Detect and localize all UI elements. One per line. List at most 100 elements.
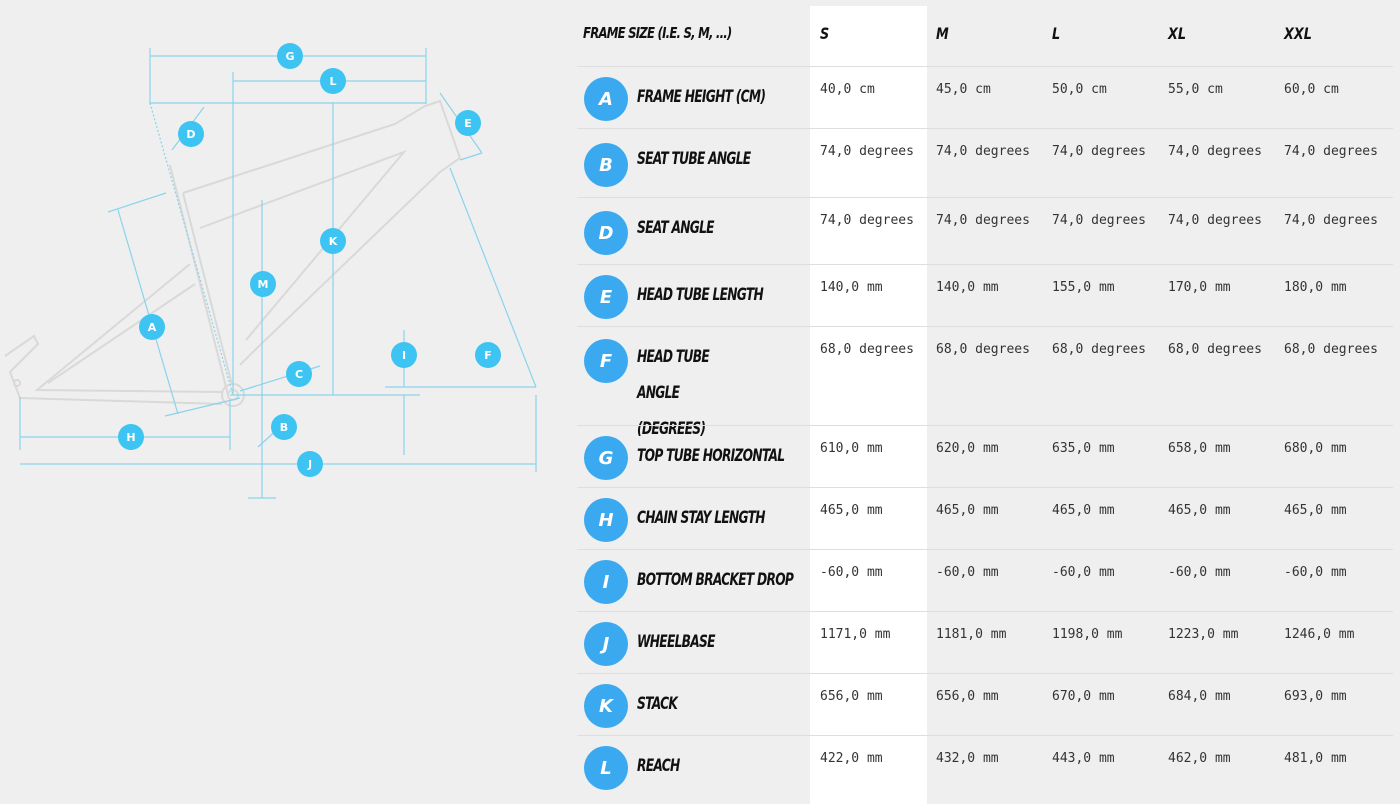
bike-geometry-diagram: G L D E K M A C I F B H J [4, 43, 537, 499]
cell-s: 140,0 mm [820, 280, 883, 295]
cell-s: 656,0 mm [820, 689, 883, 704]
cell-l: 443,0 mm [1052, 751, 1115, 766]
cell-l: 1198,0 mm [1052, 627, 1123, 642]
row-letter-badge: J [584, 622, 628, 666]
cell-l: 74,0 degrees [1052, 213, 1146, 228]
cell-xl: 1223,0 mm [1168, 627, 1239, 642]
cell-s: 68,0 degrees [820, 342, 914, 357]
cell-l: 68,0 degrees [1052, 342, 1146, 357]
cell-s: 465,0 mm [820, 503, 883, 518]
cell-xxl: 68,0 degrees [1284, 342, 1378, 357]
diagram-marker-label: L [329, 75, 336, 88]
cell-s: 74,0 degrees [820, 144, 914, 159]
row-letter-badge: H [584, 498, 628, 542]
size-header-s: S [820, 0, 920, 66]
diagram-marker-e: E [455, 110, 481, 136]
cell-xxl: 680,0 mm [1284, 441, 1347, 456]
table-row: E HEAD TUBE LENGTH 140,0 mm 140,0 mm 155,0 m… [577, 264, 1393, 327]
cell-xl: 74,0 degrees [1168, 213, 1262, 228]
size-header-l: L [1052, 0, 1152, 66]
cell-xxl: 693,0 mm [1284, 689, 1347, 704]
size-s-column-highlight [810, 6, 927, 804]
cell-xl: 658,0 mm [1168, 441, 1231, 456]
diagram-marker-g: G [277, 43, 303, 69]
diagram-marker-label: B [280, 421, 288, 434]
cell-s: 74,0 degrees [820, 213, 914, 228]
cell-xl: 684,0 mm [1168, 689, 1231, 704]
table-row: D SEAT ANGLE 74,0 degrees 74,0 degrees 74,0 … [577, 197, 1393, 265]
diagram-marker-l: L [320, 68, 346, 94]
row-label: HEAD TUBE ANGLE (DEGREES) [637, 347, 710, 439]
diagram-marker-b: B [271, 414, 297, 440]
cell-l: 74,0 degrees [1052, 144, 1146, 159]
row-label: STACK [637, 694, 678, 714]
cell-xxl: -60,0 mm [1284, 565, 1347, 580]
table-header-cell: FRAME SIZE (I.E. S, M, ...) [583, 0, 803, 66]
cell-xl: 465,0 mm [1168, 503, 1231, 518]
cell-xl: 55,0 cm [1168, 82, 1223, 97]
row-letter-badge: I [584, 560, 628, 604]
row-letter-badge: E [584, 275, 628, 319]
cell-m: 465,0 mm [936, 503, 999, 518]
table-row: J WHEELBASE 1171,0 mm 1181,0 mm 1198,0 mm 122… [577, 611, 1393, 674]
table-row: K STACK 656,0 mm 656,0 mm 670,0 mm 684,0 mm 69… [577, 673, 1393, 736]
size-header-xl: XL [1168, 0, 1268, 66]
table-row: H CHAIN STAY LENGTH 465,0 mm 465,0 mm 465,0 … [577, 487, 1393, 550]
diagram-marker-label: A [148, 321, 157, 334]
cell-s: -60,0 mm [820, 565, 883, 580]
cell-xl: 462,0 mm [1168, 751, 1231, 766]
row-letter-badge: A [584, 77, 628, 121]
diagram-marker-label: C [295, 368, 303, 381]
cell-m: 620,0 mm [936, 441, 999, 456]
cell-l: -60,0 mm [1052, 565, 1115, 580]
row-label: SEAT TUBE ANGLE [637, 149, 751, 169]
cell-s: 40,0 cm [820, 82, 875, 97]
frame-size-header: FRAME SIZE (I.E. S, M, ...) [583, 24, 732, 42]
diagram-marker-c: C [286, 361, 312, 387]
diagram-marker-label: D [186, 128, 195, 141]
cell-xl: 170,0 mm [1168, 280, 1231, 295]
cell-xxl: 1246,0 mm [1284, 627, 1355, 642]
cell-m: -60,0 mm [936, 565, 999, 580]
cell-xxl: 180,0 mm [1284, 280, 1347, 295]
row-label: TOP TUBE HORIZONTAL [637, 446, 785, 466]
table-row: A FRAME HEIGHT (CM) 40,0 cm 45,0 cm 50,0 cm 5… [577, 66, 1393, 129]
cell-m: 432,0 mm [936, 751, 999, 766]
size-header-label: XL [1168, 23, 1187, 43]
row-letter-badge: D [584, 211, 628, 255]
row-label: CHAIN STAY LENGTH [637, 508, 765, 528]
diagram-marker-label: H [126, 431, 135, 444]
diagram-marker-label: F [484, 349, 492, 362]
row-label: WHEELBASE [637, 632, 715, 652]
cell-l: 635,0 mm [1052, 441, 1115, 456]
cell-xxl: 481,0 mm [1284, 751, 1347, 766]
diagram-marker-label: K [329, 235, 338, 248]
cell-xl: 68,0 degrees [1168, 342, 1262, 357]
diagram-marker-label: E [464, 117, 472, 130]
cell-m: 74,0 degrees [936, 213, 1030, 228]
size-header-m: M [936, 0, 1036, 66]
size-header-xxl: XXL [1284, 0, 1384, 66]
cell-s: 610,0 mm [820, 441, 883, 456]
diagram-marker-k: K [320, 228, 346, 254]
dimension-lines [19, 48, 537, 499]
cell-m: 45,0 cm [936, 82, 991, 97]
diagram-marker-f: F [475, 342, 501, 368]
cell-l: 670,0 mm [1052, 689, 1115, 704]
table-row: F HEAD TUBE ANGLE (DEGREES) 68,0 degrees 68… [577, 326, 1393, 439]
size-header-label: S [820, 23, 830, 43]
diagram-marker-label: J [307, 458, 312, 471]
diagram-marker-label: I [402, 349, 406, 362]
diagram-marker-i: I [391, 342, 417, 368]
cell-m: 656,0 mm [936, 689, 999, 704]
cell-l: 50,0 cm [1052, 82, 1107, 97]
diagram-marker-h: H [118, 424, 144, 450]
size-header-label: L [1052, 23, 1061, 43]
cell-s: 422,0 mm [820, 751, 883, 766]
row-label: SEAT ANGLE [637, 218, 715, 238]
diagram-marker-label: G [285, 50, 294, 63]
diagram-marker-j: J [297, 451, 323, 477]
cell-xl: -60,0 mm [1168, 565, 1231, 580]
row-label: BOTTOM BRACKET DROP [637, 570, 794, 590]
table-row: G TOP TUBE HORIZONTAL 610,0 mm 620,0 mm 635,… [577, 425, 1393, 488]
